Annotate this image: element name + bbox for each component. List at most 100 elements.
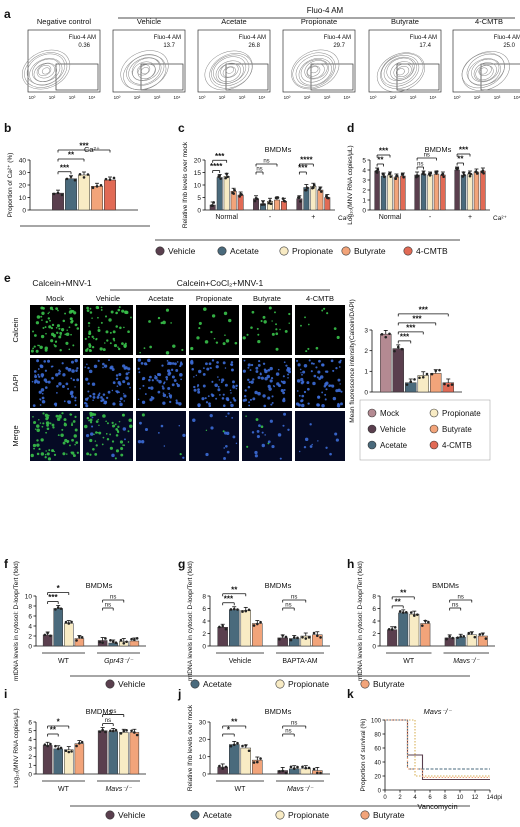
cell <box>280 380 283 382</box>
cell <box>227 412 230 415</box>
cell <box>321 363 325 367</box>
cell <box>120 446 124 451</box>
cell <box>97 359 100 362</box>
cell <box>198 321 202 325</box>
data-point <box>252 761 256 764</box>
micro-col-label: Butyrate <box>253 294 281 303</box>
micro-row-label: DAPI <box>11 374 20 392</box>
cell <box>233 399 237 402</box>
y-tick-label: 4 <box>28 737 32 744</box>
cell <box>141 413 145 417</box>
cell <box>196 336 200 340</box>
legend-label: Butyrate <box>373 810 405 820</box>
data-point <box>424 619 427 623</box>
chart-h: 0 2 4 6 8 BMDMs mtDNA levels in cytosol: D-loo… <box>357 561 495 681</box>
y-tick-label: 5 <box>197 195 201 202</box>
cell <box>76 378 80 382</box>
cell <box>249 369 252 371</box>
cell <box>230 361 234 364</box>
group-label: WT <box>58 786 70 793</box>
cell <box>94 452 98 456</box>
data-point <box>434 369 438 373</box>
sig-label: *** <box>406 323 416 332</box>
cell <box>85 402 88 405</box>
data-point <box>443 382 446 386</box>
cell <box>124 438 126 441</box>
cell <box>275 323 277 326</box>
cell <box>139 387 141 390</box>
y-tick-label: 2 <box>202 631 206 638</box>
data-point <box>448 635 451 638</box>
cell <box>89 418 93 422</box>
cell <box>323 384 327 388</box>
legend-swatch <box>360 679 370 689</box>
y-tick-label: 0 <box>22 207 26 214</box>
cell <box>57 372 61 375</box>
cell <box>90 432 94 436</box>
cell <box>149 375 152 379</box>
cell <box>127 367 131 371</box>
cell <box>279 457 282 460</box>
cell <box>91 412 95 417</box>
data-point <box>416 174 420 178</box>
cell <box>105 400 107 403</box>
cell <box>271 395 274 398</box>
cell <box>72 454 76 458</box>
cell <box>229 389 232 391</box>
flow-axis-tick: 10⁴ <box>514 95 520 100</box>
data-point <box>262 203 266 206</box>
cell <box>303 390 307 394</box>
data-point <box>416 613 419 616</box>
chart-title: BMDMs <box>86 707 113 716</box>
data-point <box>301 765 304 769</box>
cell <box>68 348 71 351</box>
cell <box>126 382 130 386</box>
cell <box>171 362 175 365</box>
data-point <box>418 376 421 380</box>
y-tick-label: 80 <box>374 732 381 738</box>
cell <box>116 391 119 394</box>
cell <box>89 307 92 310</box>
cell <box>38 419 40 421</box>
cell <box>181 348 184 352</box>
cell <box>123 366 127 370</box>
data-point <box>429 171 433 175</box>
cell <box>147 358 151 363</box>
data-point <box>229 608 233 611</box>
cell <box>287 367 291 371</box>
cell <box>118 382 122 386</box>
cell <box>246 333 249 336</box>
cell <box>76 367 79 370</box>
legend-swatch <box>367 424 377 434</box>
y-tick-label: 10 <box>25 593 33 600</box>
cell <box>162 387 165 390</box>
cell <box>274 311 276 314</box>
data-point <box>111 729 115 733</box>
bar <box>64 749 74 775</box>
cell <box>42 412 45 415</box>
cell <box>176 384 180 388</box>
gate-value: 26.8 <box>248 43 260 49</box>
cell <box>37 373 40 376</box>
y-tick-label: 20 <box>374 774 381 780</box>
bar <box>387 174 393 211</box>
bar <box>414 174 420 211</box>
cell <box>202 372 206 376</box>
micro-col-label: Propionate <box>196 294 232 303</box>
gate-value: 25.0 <box>503 43 515 49</box>
cell <box>53 450 55 453</box>
data-point <box>421 624 424 627</box>
cell <box>276 382 280 386</box>
cell <box>122 393 125 395</box>
cell <box>303 364 308 368</box>
flow-plot-frame <box>452 29 520 93</box>
cell <box>169 400 172 404</box>
flow-plot-frame <box>368 29 442 93</box>
legend-label: Acetate <box>203 810 232 820</box>
cell <box>42 422 45 425</box>
y-axis-label: Mean fluorescence intensity(Calcein/DAPI… <box>349 299 356 423</box>
cell <box>151 379 154 382</box>
cell <box>257 333 260 336</box>
cell <box>160 321 163 325</box>
data-point <box>388 332 391 336</box>
